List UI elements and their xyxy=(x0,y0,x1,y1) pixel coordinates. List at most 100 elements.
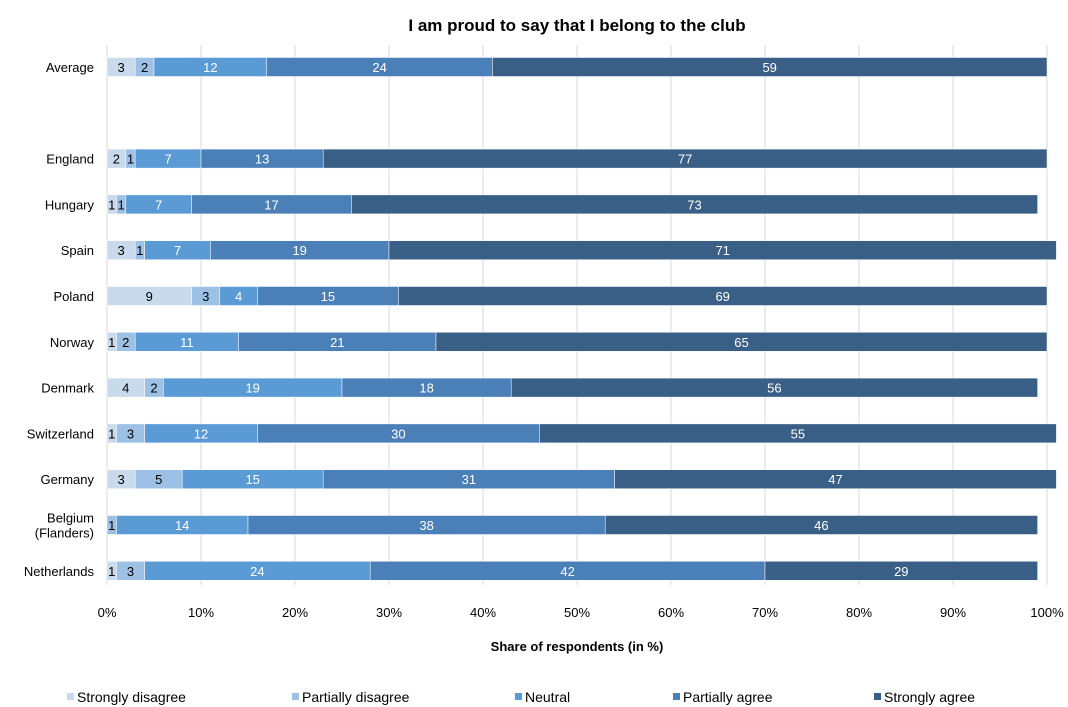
category-label: Spain xyxy=(61,243,94,258)
data-label: 21 xyxy=(330,335,344,350)
data-label: 73 xyxy=(687,197,701,212)
data-label: 2 xyxy=(113,152,120,167)
bar-segment xyxy=(614,469,1057,489)
data-label: 7 xyxy=(174,243,181,258)
legend-swatch xyxy=(874,693,881,700)
x-tick-label: 20% xyxy=(282,605,308,620)
legend-label: Partially disagree xyxy=(302,689,410,705)
x-tick-label: 30% xyxy=(376,605,402,620)
data-label: 3 xyxy=(117,472,124,487)
x-tick-label: 100% xyxy=(1030,605,1064,620)
bar-segment xyxy=(604,515,1038,535)
category-label: Switzerland xyxy=(27,426,94,441)
data-label: 59 xyxy=(762,60,776,75)
data-label: 1 xyxy=(108,197,115,212)
data-label: 1 xyxy=(108,335,115,350)
data-label: 19 xyxy=(245,381,259,396)
data-label: 1 xyxy=(108,564,115,579)
data-label: 11 xyxy=(180,335,194,350)
x-axis-ticks: 0% 10% 20% 30% 40% 50% 60% 70% 80% 90% 100% xyxy=(98,605,1064,620)
bar-segment xyxy=(388,240,1057,260)
data-label: 15 xyxy=(321,289,335,304)
legend-swatch xyxy=(673,693,680,700)
data-label: 29 xyxy=(894,564,908,579)
legend-label: Strongly disagree xyxy=(77,689,186,705)
legend-item: Neutral xyxy=(515,689,570,705)
data-label: 65 xyxy=(734,335,748,350)
bar-segment xyxy=(398,286,1048,306)
gridlines xyxy=(106,45,1048,585)
legend-label: Neutral xyxy=(525,689,570,705)
category-label: Poland xyxy=(54,289,94,304)
legend: Strongly disagree Partially disagree Neutr… xyxy=(67,689,975,705)
category-label: Hungary xyxy=(45,197,95,212)
legend-label: Partially agree xyxy=(683,689,773,705)
data-label: 4 xyxy=(235,289,242,304)
data-label: 14 xyxy=(175,518,189,533)
legend-swatch xyxy=(292,693,299,700)
x-tick-label: 10% xyxy=(188,605,214,620)
bars: 3 2 12 24 592 1 7 13 771 1 7 17 733 1 7 19 719 3 4 15 691 2 11… xyxy=(106,57,1057,581)
data-label: 17 xyxy=(264,197,278,212)
data-label: 13 xyxy=(255,152,269,167)
data-label: 71 xyxy=(715,243,729,258)
bar-segment xyxy=(351,194,1038,215)
data-label: 1 xyxy=(136,243,143,258)
data-label: 24 xyxy=(250,564,264,579)
data-label: 1 xyxy=(117,197,124,212)
category-label: Norway xyxy=(50,335,95,350)
data-label: 3 xyxy=(202,289,209,304)
data-label: 1 xyxy=(108,518,115,533)
category-label: Belgium (Flanders) xyxy=(35,511,94,541)
data-label: 12 xyxy=(194,426,208,441)
legend-swatch xyxy=(67,693,74,700)
data-label: 7 xyxy=(164,152,171,167)
data-label: 19 xyxy=(292,243,306,258)
category-label: England xyxy=(46,152,94,167)
legend-item: Strongly agree xyxy=(874,689,975,705)
category-label: Netherlands xyxy=(24,564,95,579)
legend-item: Strongly disagree xyxy=(67,689,186,705)
data-label: 4 xyxy=(122,381,129,396)
data-label: 42 xyxy=(560,564,574,579)
x-tick-label: 70% xyxy=(752,605,778,620)
data-label: 2 xyxy=(150,381,157,396)
data-label: 9 xyxy=(146,289,153,304)
x-tick-label: 50% xyxy=(564,605,590,620)
legend-swatch xyxy=(515,693,522,700)
legend-item: Partially agree xyxy=(673,689,773,705)
data-label: 46 xyxy=(814,518,828,533)
data-label: 38 xyxy=(419,518,433,533)
data-label: 7 xyxy=(155,197,162,212)
data-label: 2 xyxy=(141,60,148,75)
x-tick-label: 40% xyxy=(470,605,496,620)
bar-segment xyxy=(492,57,1048,77)
data-label: 3 xyxy=(127,426,134,441)
data-label: 1 xyxy=(127,152,134,167)
data-label: 47 xyxy=(828,472,842,487)
data-label: 12 xyxy=(203,60,217,75)
legend-label: Strongly agree xyxy=(884,689,975,705)
data-label: 3 xyxy=(127,564,134,579)
category-labels: Average England Hungary Spain Poland Norway De… xyxy=(24,60,95,579)
bar-segment xyxy=(435,332,1048,352)
bar-segment xyxy=(539,423,1057,444)
data-label: 2 xyxy=(122,335,129,350)
category-label: Germany xyxy=(41,472,95,487)
category-label: Denmark xyxy=(41,381,94,396)
x-tick-label: 60% xyxy=(658,605,684,620)
legend-item: Partially disagree xyxy=(292,689,410,705)
bar-segment xyxy=(322,148,1048,169)
x-tick-label: 90% xyxy=(940,605,966,620)
data-label: 56 xyxy=(767,381,781,396)
x-axis-label: Share of respondents (in %) xyxy=(491,639,664,654)
data-label: 77 xyxy=(678,152,692,167)
data-label: 3 xyxy=(117,60,124,75)
data-label: 15 xyxy=(245,472,259,487)
category-label: Average xyxy=(46,60,94,75)
data-label: 3 xyxy=(117,243,124,258)
data-label: 5 xyxy=(155,472,162,487)
data-label: 18 xyxy=(419,381,433,396)
data-label: 24 xyxy=(372,60,386,75)
